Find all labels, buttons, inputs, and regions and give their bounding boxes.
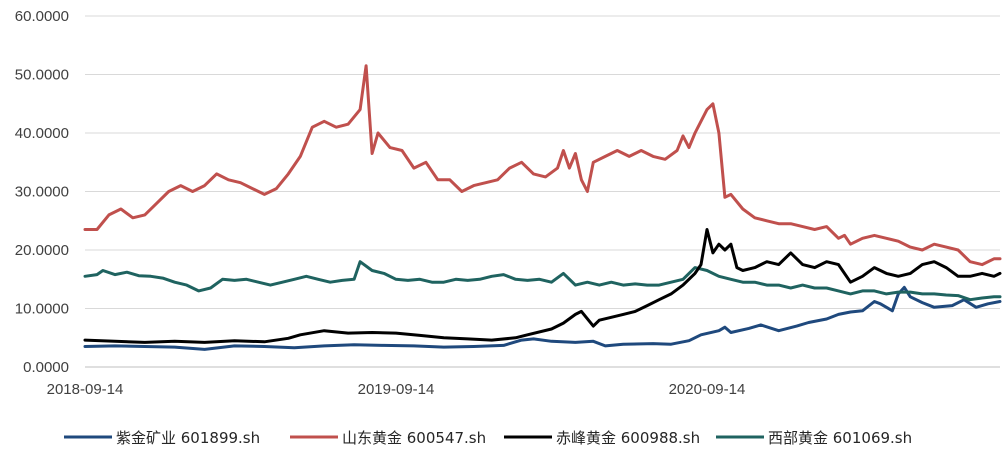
x-axis-labels: 2018-09-14 2019-09-14 2020-09-14 <box>47 381 746 398</box>
legend-label: 紫金矿业 601899.sh <box>116 429 260 447</box>
legend: 紫金矿业 601899.sh 山东黄金 600547.sh 赤峰黄金 600988.… <box>64 429 912 447</box>
y-tick-label: 30.0000 <box>15 184 69 201</box>
series-lines <box>83 64 1002 351</box>
legend-label: 西部黄金 601069.sh <box>768 429 912 447</box>
series-line-1 <box>83 285 1002 351</box>
y-tick-label: 0.0000 <box>23 359 69 376</box>
legend-label: 赤峰黄金 600988.sh <box>556 429 700 447</box>
series-line-4 <box>83 260 1002 302</box>
series-line-2 <box>83 64 1002 267</box>
y-gridlines <box>85 15 1000 309</box>
y-axis-labels: 0.0000 10.0000 20.0000 30.0000 40.0000 50.000… <box>15 8 69 376</box>
y-tick-label: 10.0000 <box>15 301 69 318</box>
series-line-3 <box>83 228 1002 344</box>
x-tick-label: 2019-09-14 <box>358 381 435 398</box>
y-tick-label: 20.0000 <box>15 242 69 259</box>
legend-label: 山东黄金 600547.sh <box>342 429 486 447</box>
x-tick-label: 2020-09-14 <box>669 381 746 398</box>
x-tick-label: 2018-09-14 <box>47 381 124 398</box>
y-tick-label: 60.0000 <box>15 8 69 25</box>
y-tick-label: 50.0000 <box>15 67 69 84</box>
y-tick-label: 40.0000 <box>15 125 69 142</box>
